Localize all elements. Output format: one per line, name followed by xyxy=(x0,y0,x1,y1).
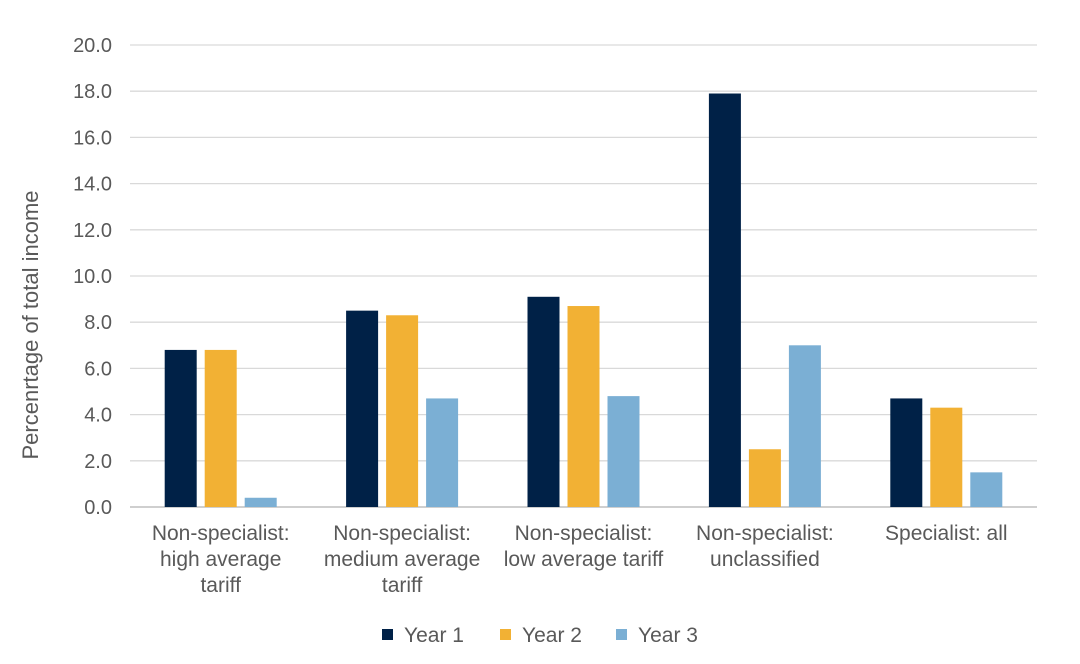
legend-swatch xyxy=(500,629,511,640)
bar-year-3-cat-2 xyxy=(426,398,459,507)
bar-year-2-cat-3 xyxy=(567,306,600,507)
x-category-label: Non-specialist: xyxy=(515,522,653,545)
x-category-label: tariff xyxy=(382,574,423,597)
y-tick-label: 2.0 xyxy=(84,451,112,473)
bar-year-2-cat-5 xyxy=(930,407,963,507)
bar-year-1-cat-1 xyxy=(164,349,197,507)
legend-swatch xyxy=(616,629,627,640)
legend: Year 1 Year 2 Year 3 xyxy=(382,624,698,647)
y-tick-label: 10.0 xyxy=(73,266,112,288)
x-category-label: Specialist: all xyxy=(885,522,1008,545)
bar-year-2-cat-1 xyxy=(204,349,237,507)
legend-swatch xyxy=(382,629,393,640)
y-tick-label: 18.0 xyxy=(73,81,112,103)
bar-year-1-cat-2 xyxy=(346,310,379,507)
y-tick-label: 16.0 xyxy=(73,127,112,149)
bar-year-3-cat-5 xyxy=(970,472,1003,507)
y-tick-label: 12.0 xyxy=(73,220,112,242)
y-tick-label: 14.0 xyxy=(73,174,112,196)
y-axis-label: Percenrtage of total income xyxy=(18,190,43,459)
bar-year-1-cat-4 xyxy=(708,93,741,507)
y-tick-label: 4.0 xyxy=(84,405,112,427)
bar-year-3-cat-1 xyxy=(244,497,277,507)
bar-year-1-cat-5 xyxy=(890,398,923,507)
y-tick-label: 8.0 xyxy=(84,312,112,334)
x-category-label: high average xyxy=(160,548,281,571)
x-category-label: unclassified xyxy=(710,548,820,571)
legend-label: Year 2 xyxy=(522,624,582,647)
x-axis-categories: Non-specialist: high average tariff Non-spe… xyxy=(152,522,1008,597)
bar-year-2-cat-4 xyxy=(748,449,781,507)
legend-label: Year 1 xyxy=(404,624,464,647)
x-category-label: medium average xyxy=(324,548,480,571)
x-category-label: tariff xyxy=(200,574,241,597)
gridlines xyxy=(130,44,1037,508)
y-tick-label: 0.0 xyxy=(84,497,112,519)
y-tick-label: 6.0 xyxy=(84,358,112,380)
bar-year-2-cat-2 xyxy=(386,315,419,507)
bar-year-3-cat-4 xyxy=(788,345,821,507)
legend-label: Year 3 xyxy=(638,624,698,647)
x-category-label: Non-specialist: xyxy=(152,522,290,545)
bar-year-3-cat-3 xyxy=(607,396,640,507)
x-category-label: low average tariff xyxy=(504,548,664,571)
y-axis-ticks: 0.0 2.0 4.0 6.0 8.0 10.0 12.0 14.0 16.0 18.0 20.0 xyxy=(73,35,112,519)
x-category-label: Non-specialist: xyxy=(333,522,471,545)
bar-year-1-cat-3 xyxy=(527,296,560,507)
y-tick-label: 20.0 xyxy=(73,35,112,57)
x-category-label: Non-specialist: xyxy=(696,522,834,545)
bars xyxy=(164,93,1003,507)
